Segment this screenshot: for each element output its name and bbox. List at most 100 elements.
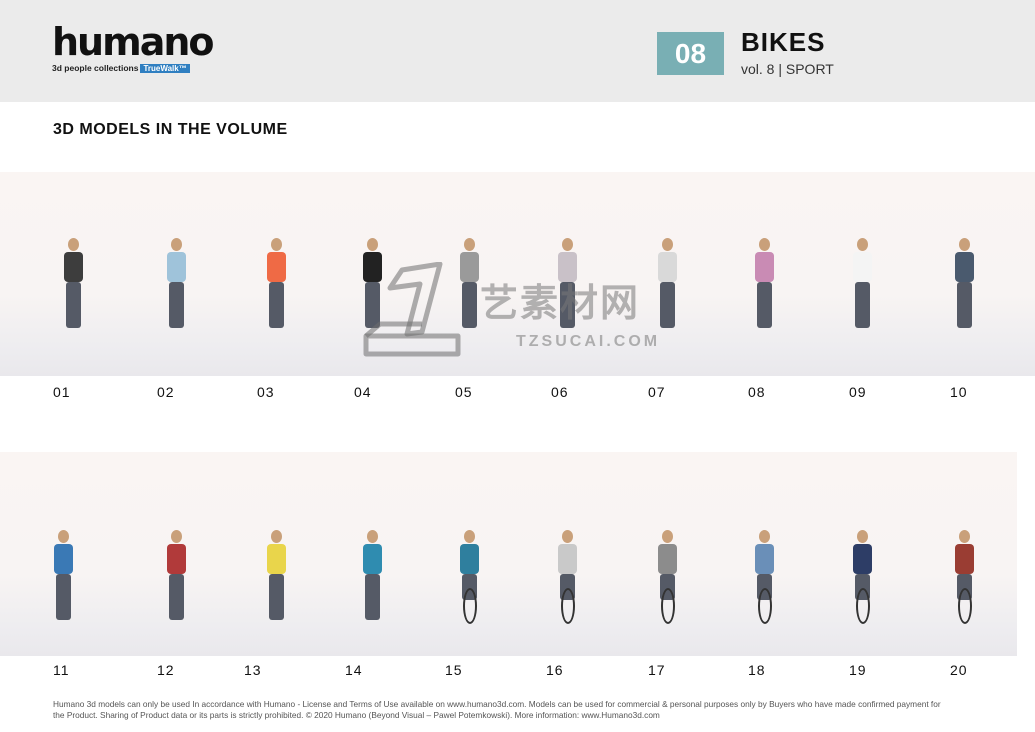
bike-wheel-icon <box>561 588 575 624</box>
bike-wheel-icon <box>661 588 675 624</box>
row1-model-4 <box>356 238 388 330</box>
model-legs <box>66 282 81 328</box>
row2-model-8 <box>748 530 780 624</box>
model-legs <box>957 282 972 328</box>
row1-model-number-9: 09 <box>849 384 867 400</box>
bike-wheel-icon <box>856 588 870 624</box>
volume-subtitle: vol. 8 | SPORT <box>741 61 834 77</box>
model-torso <box>658 544 677 574</box>
model-torso <box>267 252 286 282</box>
row1-model-number-7: 07 <box>648 384 666 400</box>
model-torso <box>658 252 677 282</box>
model-torso <box>54 544 73 574</box>
row1-model-5 <box>453 238 485 330</box>
row2-model-number-8: 18 <box>748 662 766 678</box>
row1-model-7 <box>651 238 683 330</box>
model-head <box>271 238 282 251</box>
row2-model-number-7: 17 <box>648 662 666 678</box>
model-torso <box>64 252 83 282</box>
row2-model-number-3: 13 <box>244 662 262 678</box>
model-head <box>562 238 573 251</box>
header-bar: humano 3d people collections TrueWalk™ 08… <box>0 0 1035 102</box>
model-legs <box>462 282 477 328</box>
row1-model-number-1: 01 <box>53 384 71 400</box>
model-torso <box>955 544 974 574</box>
model-legs <box>269 282 284 328</box>
model-torso <box>755 252 774 282</box>
model-torso <box>167 252 186 282</box>
model-head <box>367 238 378 251</box>
model-torso <box>755 544 774 574</box>
watermark-text: 艺素材网 <box>480 283 641 325</box>
footer-line-2: the Product. Sharing of Product data or … <box>53 710 660 720</box>
row2-model-7 <box>651 530 683 624</box>
model-torso <box>267 544 286 574</box>
row1-model-number-3: 03 <box>257 384 275 400</box>
bike-wheel-icon <box>958 588 972 624</box>
row2-model-9 <box>846 530 878 624</box>
row2-model-number-1: 11 <box>53 662 70 678</box>
footer-line-1: Humano 3d models can only be used In acc… <box>53 699 941 709</box>
model-torso <box>363 252 382 282</box>
row1-model-6 <box>551 238 583 330</box>
row2-model-number-5: 15 <box>445 662 463 678</box>
model-torso <box>363 544 382 574</box>
model-head <box>171 238 182 251</box>
row1-model-number-10: 10 <box>950 384 968 400</box>
model-head <box>857 530 868 543</box>
model-legs <box>660 282 675 328</box>
watermark-url: TZSUCAI.COM <box>516 333 661 350</box>
brand-logo[interactable]: humano 3d people collections TrueWalk™ <box>52 20 215 73</box>
model-head <box>662 530 673 543</box>
model-head <box>759 530 770 543</box>
model-head <box>759 238 770 251</box>
row2-model-1 <box>47 530 79 622</box>
model-torso <box>460 252 479 282</box>
model-head <box>68 238 79 251</box>
model-head <box>959 530 970 543</box>
model-legs <box>56 574 71 620</box>
model-legs <box>365 282 380 328</box>
model-torso <box>558 252 577 282</box>
section-title: 3D MODELS IN THE VOLUME <box>53 121 288 138</box>
footer-legal: Humano 3d models can only be used In acc… <box>53 699 973 721</box>
model-head <box>857 238 868 251</box>
row1-model-9 <box>846 238 878 330</box>
model-torso <box>955 252 974 282</box>
model-head <box>171 530 182 543</box>
model-head <box>662 238 673 251</box>
model-legs <box>855 282 870 328</box>
row2-model-number-10: 20 <box>950 662 968 678</box>
row1-model-number-8: 08 <box>748 384 766 400</box>
model-legs <box>365 574 380 620</box>
row1-model-3 <box>260 238 292 330</box>
model-legs <box>169 574 184 620</box>
row2-model-3 <box>260 530 292 622</box>
model-head <box>464 530 475 543</box>
model-legs <box>169 282 184 328</box>
model-torso <box>167 544 186 574</box>
volume-title: BIKES <box>741 27 826 57</box>
model-legs <box>269 574 284 620</box>
logo-wordmark: humano <box>52 20 215 64</box>
row2-model-number-2: 12 <box>157 662 175 678</box>
model-head <box>562 530 573 543</box>
logo-tag: TrueWalk™ <box>140 64 190 73</box>
logo-subtitle: 3d people collections TrueWalk™ <box>52 63 213 73</box>
model-torso <box>460 544 479 574</box>
model-torso <box>853 544 872 574</box>
model-head <box>271 530 282 543</box>
row2-model-4 <box>356 530 388 622</box>
row1-model-number-2: 02 <box>157 384 175 400</box>
row1-model-8 <box>748 238 780 330</box>
watermark-logo-icon <box>363 262 461 357</box>
row1-model-2 <box>160 238 192 330</box>
volume-number-badge: 08 <box>657 32 724 75</box>
row2-model-number-6: 16 <box>546 662 564 678</box>
row1-model-number-4: 04 <box>354 384 372 400</box>
model-torso <box>558 544 577 574</box>
row1-model-number-6: 06 <box>551 384 569 400</box>
row2-model-6 <box>551 530 583 624</box>
bike-wheel-icon <box>463 588 477 624</box>
row2-model-number-9: 19 <box>849 662 867 678</box>
